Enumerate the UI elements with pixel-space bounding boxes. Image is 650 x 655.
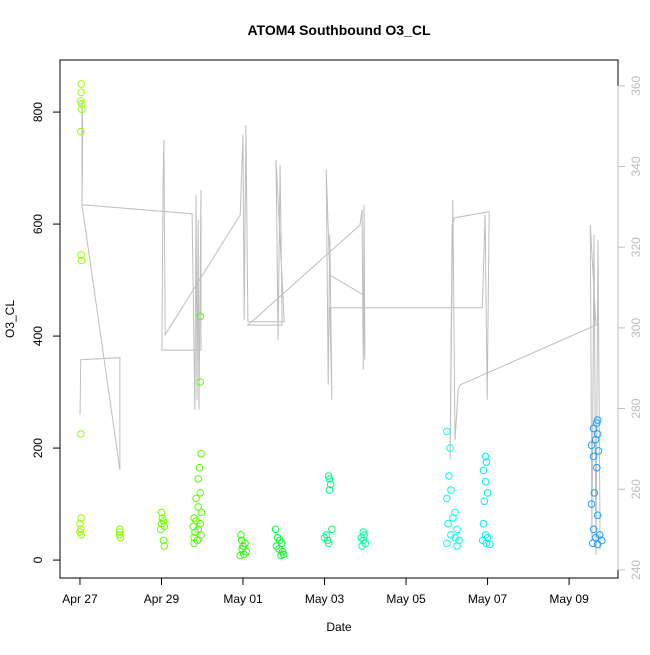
- point: [597, 536, 606, 545]
- point: [481, 452, 490, 461]
- point: [445, 472, 453, 480]
- y2-tick-label: 300: [629, 318, 643, 338]
- point: [591, 435, 600, 444]
- point: [196, 489, 205, 497]
- y2-tick-label: 320: [629, 237, 643, 257]
- point: [77, 80, 85, 88]
- point: [593, 540, 602, 549]
- point: [481, 477, 490, 486]
- point: [76, 519, 84, 528]
- point: [593, 511, 602, 520]
- point: [194, 503, 202, 511]
- y-tick-label: 600: [31, 214, 45, 234]
- point: [587, 500, 596, 508]
- point: [325, 475, 334, 483]
- y2-tick-label: 340: [629, 156, 643, 176]
- point: [588, 539, 597, 548]
- point: [77, 88, 85, 97]
- point: [156, 525, 165, 534]
- point: [240, 550, 248, 559]
- point: [480, 497, 489, 506]
- point: [195, 463, 204, 472]
- point: [483, 489, 492, 497]
- y-tick-label: 800: [31, 102, 45, 122]
- point: [237, 531, 245, 539]
- point: [116, 528, 124, 536]
- y-tick-label: 200: [31, 438, 45, 458]
- point: [446, 444, 454, 452]
- x-tick-label: May 03: [305, 592, 345, 606]
- point: [447, 486, 455, 494]
- point: [453, 525, 461, 534]
- x-tick-label: May 05: [386, 592, 426, 606]
- point: [197, 449, 205, 458]
- point: [190, 539, 198, 548]
- point: [482, 539, 491, 548]
- y2-tick-label: 240: [629, 560, 643, 580]
- point: [325, 486, 334, 494]
- x-tick-label: May 09: [549, 592, 589, 606]
- point: [77, 105, 86, 114]
- point: [116, 533, 125, 542]
- point: [77, 256, 86, 265]
- point: [324, 539, 333, 548]
- point: [76, 430, 85, 438]
- point: [358, 542, 366, 550]
- point: [593, 419, 601, 427]
- point: [236, 551, 244, 560]
- x-tick-label: Apr 27: [62, 592, 98, 606]
- y-tick-label: 400: [31, 326, 45, 346]
- point: [589, 424, 598, 433]
- point: [192, 494, 200, 503]
- point: [76, 127, 85, 136]
- point: [587, 441, 596, 450]
- point: [197, 531, 205, 539]
- point: [443, 494, 451, 503]
- point: [77, 99, 86, 108]
- y-tick-label: 0: [31, 556, 45, 563]
- point: [326, 480, 335, 489]
- point: [157, 508, 166, 517]
- point: [271, 525, 280, 534]
- y2-tick-label: 360: [629, 75, 643, 95]
- point: [191, 528, 199, 536]
- point: [77, 251, 85, 259]
- point: [594, 447, 603, 455]
- point: [159, 536, 168, 545]
- point: [77, 514, 85, 522]
- point: [160, 542, 169, 550]
- point: [479, 519, 488, 528]
- point: [328, 525, 336, 534]
- point: [77, 531, 85, 539]
- point: [443, 427, 451, 436]
- y-axis-label: O3_CL: [3, 300, 17, 338]
- point: [590, 489, 599, 497]
- x-tick-label: Apr 29: [144, 592, 180, 606]
- point: [277, 551, 285, 560]
- point: [593, 463, 601, 472]
- point: [443, 539, 451, 548]
- point: [485, 540, 494, 549]
- x-axis-label: Date: [326, 620, 352, 634]
- point: [194, 475, 202, 483]
- point: [449, 514, 457, 522]
- point: [589, 452, 598, 461]
- y2-tick-label: 260: [629, 479, 643, 499]
- x-tick-label: May 07: [468, 592, 508, 606]
- point: [197, 508, 206, 517]
- point: [479, 466, 488, 475]
- point: [453, 542, 461, 550]
- point: [196, 312, 205, 321]
- y2-tick-label: 280: [629, 398, 643, 418]
- point: [482, 458, 491, 466]
- chart-title: ATOM4 Southbound O3_CL: [247, 22, 430, 38]
- point: [444, 519, 452, 528]
- x-tick-label: May 01: [223, 592, 263, 606]
- line: [79, 99, 601, 556]
- point: [589, 525, 598, 534]
- point: [116, 525, 124, 534]
- point: [196, 378, 205, 386]
